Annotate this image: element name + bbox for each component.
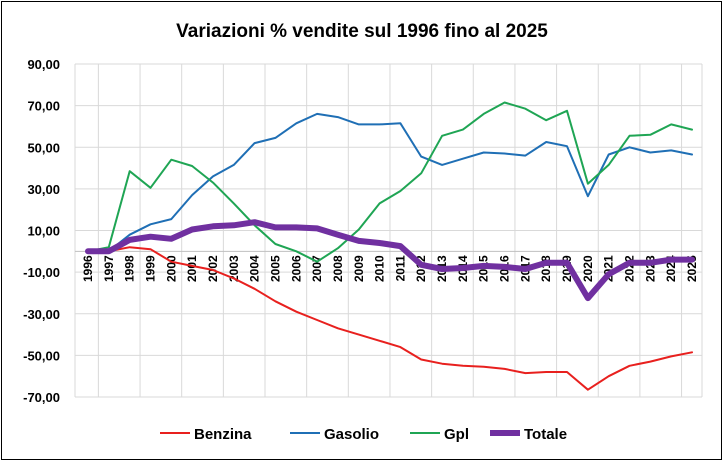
series-line-totale [85,219,695,302]
x-tick-label: 2003 [227,255,241,282]
series-line-gasolio [87,112,693,253]
legend-label: Totale [524,426,567,443]
x-tick-label: 2006 [289,255,303,282]
y-tick-label: -10,00 [23,265,60,280]
x-tick-label: 2007 [310,255,324,282]
x-tick-label: 1998 [123,255,137,282]
x-tick-label: 2001 [185,255,199,282]
x-tick-label: 2008 [331,255,345,282]
legend-item-gasolio: Gasolio [290,426,379,443]
legend-item-gpl: Gpl [410,426,469,443]
x-tick-label: 1996 [81,255,95,282]
x-tick-label: 2011 [393,255,407,281]
x-tick-label: 2005 [268,255,282,282]
series-lines [85,101,695,391]
x-tick-label: 2009 [352,255,366,282]
y-tick-label: 10,00 [27,224,60,239]
x-tick-label: 2002 [206,255,220,282]
y-tick-label: 90,00 [27,57,60,72]
legend-label: Gpl [444,426,469,443]
legend-label: Benzina [194,426,252,443]
gridlines [74,63,703,398]
legend: Benzina Gasolio Gpl Totale [160,426,567,443]
y-tick-label: -50,00 [23,348,60,363]
x-tick-label: 2010 [373,255,387,282]
y-tick-label: -30,00 [23,307,60,322]
y-tick-label: 50,00 [27,140,60,155]
x-tick-label: 1997 [102,255,116,282]
series-line-gpl [87,101,693,263]
y-tick-label: -70,00 [23,390,60,405]
y-tick-label: 30,00 [27,182,60,197]
y-tick-label: 70,00 [27,99,60,114]
x-tick-label: 1999 [143,255,157,282]
legend-label: Gasolio [324,426,379,443]
series-line-benzina [87,246,693,391]
legend-item-benzina: Benzina [160,426,252,443]
legend-item-totale: Totale [490,426,567,443]
x-tick-label: 2004 [248,255,262,282]
x-tick-label: 2020 [581,255,595,282]
x-tick-label: 2018 [539,255,553,282]
chart-title: Variazioni % vendite sul 1996 fino al 20… [176,21,548,42]
y-axis-ticks: 90,00 70,00 50,00 30,00 10,00 -10,00 -30,00 -50… [23,57,60,405]
